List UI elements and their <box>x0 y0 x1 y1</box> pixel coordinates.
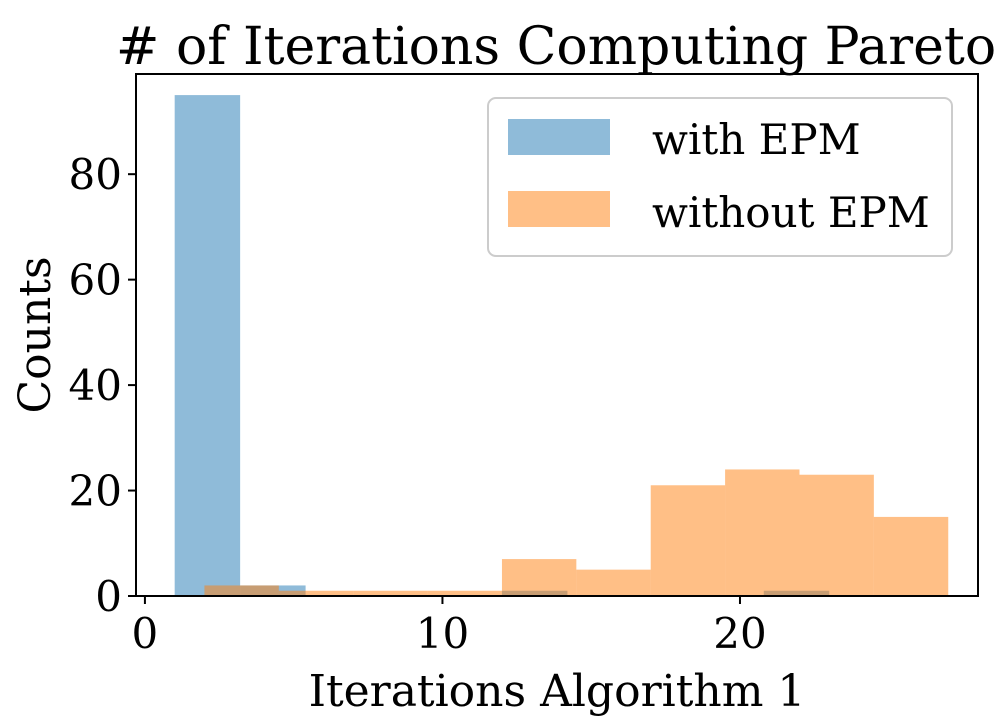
bar-series-1-bin-7 <box>725 469 800 596</box>
y-tick-label-0: 0 <box>95 572 122 621</box>
y-axis-label: Counts <box>10 256 61 413</box>
bar-series-1-bin-3 <box>427 590 502 596</box>
legend-label-without-epm: without EPM <box>652 188 930 237</box>
bar-series-1-bin-5 <box>576 569 651 596</box>
y-tick-label-60: 60 <box>69 256 122 305</box>
x-axis-ticks: 0 10 20 <box>132 596 767 658</box>
x-tick-label-0: 0 <box>132 609 159 658</box>
legend-swatch-without-epm <box>508 191 610 227</box>
bar-series-1-bin-2 <box>353 590 428 596</box>
legend-swatch-with-epm <box>508 119 610 155</box>
bar-series-1-bin-1 <box>278 590 354 596</box>
y-tick-label-20: 20 <box>69 467 122 516</box>
y-tick-label-80: 80 <box>69 150 122 199</box>
bar-series-1-bin-0 <box>204 585 279 596</box>
bar-series-0-bin-0 <box>174 95 241 596</box>
plot-frame <box>135 73 979 597</box>
bar-series-1-bin-6 <box>650 485 726 596</box>
legend-label-with-epm: with EPM <box>652 115 861 164</box>
x-tick-label-10: 10 <box>416 609 469 658</box>
chart-title: # of Iterations Computing Pareto <box>116 17 996 77</box>
bar-series-1-bin-9 <box>873 516 949 596</box>
legend: with EPM without EPM <box>487 97 953 257</box>
y-tick-label-40: 40 <box>69 361 122 410</box>
bar-series-1-bin-4 <box>501 559 577 596</box>
x-axis-label: Iterations Algorithm 1 <box>309 666 806 717</box>
bar-series-1-bin-8 <box>799 474 874 596</box>
bars-layer <box>174 95 949 596</box>
x-tick-label-20: 20 <box>713 609 766 658</box>
y-axis-ticks: 0 20 40 60 80 <box>69 150 136 621</box>
